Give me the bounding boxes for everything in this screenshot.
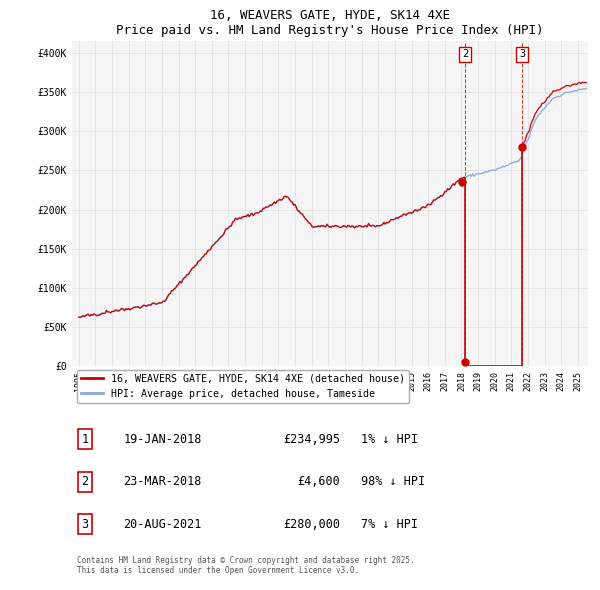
Text: Contains HM Land Registry data © Crown copyright and database right 2025.
This d: Contains HM Land Registry data © Crown c…: [77, 556, 415, 575]
Text: £280,000: £280,000: [283, 518, 340, 531]
Text: 23-MAR-2018: 23-MAR-2018: [124, 476, 202, 489]
Text: 2: 2: [82, 476, 88, 489]
Text: 1: 1: [82, 432, 88, 445]
Text: 19-JAN-2018: 19-JAN-2018: [124, 432, 202, 445]
Text: 3: 3: [519, 50, 525, 60]
Text: 2: 2: [462, 50, 468, 60]
Legend: 16, WEAVERS GATE, HYDE, SK14 4XE (detached house), HPI: Average price, detached : 16, WEAVERS GATE, HYDE, SK14 4XE (detach…: [77, 370, 409, 403]
Text: £4,600: £4,600: [298, 476, 340, 489]
Text: 20-AUG-2021: 20-AUG-2021: [124, 518, 202, 531]
Text: 7% ↓ HPI: 7% ↓ HPI: [361, 518, 418, 531]
Title: 16, WEAVERS GATE, HYDE, SK14 4XE
Price paid vs. HM Land Registry's House Price I: 16, WEAVERS GATE, HYDE, SK14 4XE Price p…: [116, 9, 544, 37]
Text: 3: 3: [82, 518, 88, 531]
Text: 98% ↓ HPI: 98% ↓ HPI: [361, 476, 425, 489]
Text: £234,995: £234,995: [283, 432, 340, 445]
Text: 1% ↓ HPI: 1% ↓ HPI: [361, 432, 418, 445]
